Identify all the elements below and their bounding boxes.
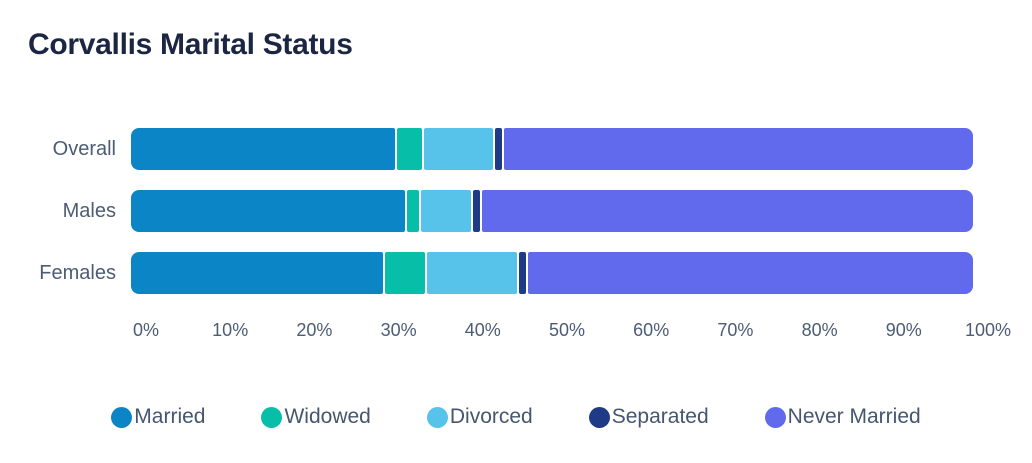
bar-segment-widowed[interactable] <box>396 128 422 170</box>
chart-title: Corvallis Marital Status <box>28 28 353 61</box>
bar-segment-married[interactable] <box>131 190 406 232</box>
bar-segment-married[interactable] <box>131 252 383 294</box>
bar-segment-separated[interactable] <box>518 252 527 294</box>
x-axis-tick: 80% <box>801 320 838 340</box>
x-axis-tick: 70% <box>717 320 754 340</box>
bar-segment-married[interactable] <box>131 128 395 170</box>
legend-label: Divorced <box>449 405 533 428</box>
bar-segment-divorced[interactable] <box>421 190 472 232</box>
bar-segment-divorced[interactable] <box>423 128 493 170</box>
stacked-bar-females <box>131 252 973 294</box>
x-axis-tick: 90% <box>885 320 922 340</box>
bar-row-females: Females <box>0 252 1032 294</box>
legend-item-married[interactable]: Married <box>111 405 205 429</box>
bar-segment-never-married[interactable] <box>504 128 973 170</box>
legend-label: Married <box>134 405 206 428</box>
legend-item-never-married[interactable]: Never Married <box>764 405 921 429</box>
plot-area: Overall Males Females <box>0 128 1032 314</box>
legend-label: Widowed <box>284 405 371 428</box>
legend-item-separated[interactable]: Separated <box>588 405 709 429</box>
legend-item-widowed[interactable]: Widowed <box>261 405 371 429</box>
bar-segment-divorced[interactable] <box>426 252 517 294</box>
x-axis: 0% 10% 20% 30% 40% 50% 60% 70% 80% 90% 1… <box>133 320 1011 342</box>
stacked-bar-males <box>131 190 973 232</box>
legend: Married Widowed Divorced Separated Never… <box>0 405 1032 429</box>
legend-swatch-never-married <box>764 406 786 428</box>
bar-segment-widowed[interactable] <box>384 252 425 294</box>
x-axis-tick: 20% <box>296 320 333 340</box>
bar-segment-separated[interactable] <box>494 128 503 170</box>
stacked-bar-overall <box>131 128 973 170</box>
legend-item-divorced[interactable]: Divorced <box>426 405 533 429</box>
legend-label: Never Married <box>787 405 921 428</box>
x-axis-tick: 40% <box>464 320 501 340</box>
bar-segment-never-married[interactable] <box>528 252 973 294</box>
bar-row-overall: Overall <box>0 128 1032 170</box>
legend-swatch-widowed <box>261 406 283 428</box>
legend-label: Separated <box>611 405 709 428</box>
x-axis-tick: 30% <box>380 320 417 340</box>
x-axis-tick: 10% <box>212 320 249 340</box>
x-axis-tick: 100% <box>964 320 1012 340</box>
bar-row-males: Males <box>0 190 1032 232</box>
bar-segment-never-married[interactable] <box>481 190 973 232</box>
x-axis-tick: 0% <box>132 320 160 340</box>
x-axis-tick: 60% <box>633 320 670 340</box>
category-label-males: Males <box>62 199 116 222</box>
x-axis-tick: 50% <box>548 320 586 340</box>
bar-segment-separated[interactable] <box>473 190 480 232</box>
legend-swatch-divorced <box>426 406 448 428</box>
legend-swatch-separated <box>588 406 610 428</box>
legend-swatch-married <box>111 406 133 428</box>
category-label-overall: Overall <box>52 137 116 160</box>
bar-segment-widowed[interactable] <box>407 190 420 232</box>
category-label-females: Females <box>39 261 116 284</box>
